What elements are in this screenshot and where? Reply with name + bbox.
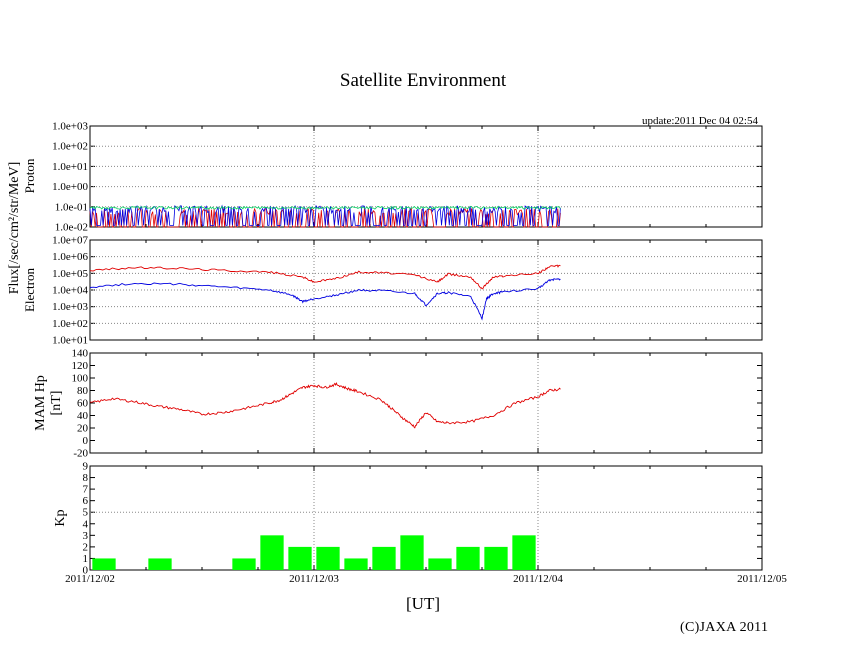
- y-tick-label: 1.0e+01: [52, 161, 88, 173]
- x-tick-label: 2011/12/04: [513, 573, 563, 585]
- y-tick-label: 1.0e+00: [52, 181, 88, 193]
- y-tick-label: 7: [83, 484, 89, 496]
- proton-series-red: [89, 207, 561, 228]
- y-tick-label: 120: [72, 360, 89, 372]
- kp-bar: [344, 558, 368, 570]
- panel-frame-mam_hp: [89, 352, 763, 454]
- y-tick-label: 4: [83, 518, 89, 530]
- y-tick-label: 9: [83, 461, 89, 473]
- kp-bar: [484, 546, 508, 570]
- y-tick-label: 140: [72, 348, 89, 360]
- chart-title: Satellite Environment: [339, 70, 507, 91]
- x-tick-label: 2011/12/05: [737, 573, 787, 585]
- x-tick-label: 2011/12/02: [65, 573, 115, 585]
- panel-frame-kp: [89, 465, 763, 571]
- y-tick-label: 1.0e+04: [52, 285, 88, 297]
- y-tick-label: 1.0e+03: [52, 121, 88, 133]
- y-tick-label: 1: [83, 553, 89, 565]
- copyright: (C)JAXA 2011: [680, 620, 769, 635]
- y-tick-label: 60: [77, 398, 89, 410]
- y-tick-label: 1.0e-02: [55, 222, 88, 234]
- y-tick-label: -20: [73, 448, 88, 460]
- kp-bar: [512, 535, 536, 570]
- kp-bar: [456, 546, 480, 570]
- y-tick-label: 5: [83, 507, 89, 519]
- y-tick-label: 40: [77, 410, 89, 422]
- y-tick-label: 1.0e+06: [52, 251, 88, 263]
- electron-series-low: [89, 277, 561, 321]
- y-label-flux: Flux[/sec/cm²/str/MeV]: [7, 162, 22, 295]
- proton-series-blue: [89, 204, 561, 226]
- y-label-kp: Kp: [53, 509, 68, 526]
- y-tick-label: 1.0e+05: [52, 268, 88, 280]
- proton-series-green: [89, 205, 561, 210]
- y-label-electron: Electron: [22, 267, 37, 312]
- y-tick-label: 1.0e+02: [52, 141, 88, 153]
- y-tick-label: 1.0e+02: [52, 318, 88, 330]
- y-tick-label: 0: [83, 565, 89, 577]
- kp-bar: [288, 546, 312, 570]
- kp-bar: [400, 535, 424, 570]
- y-tick-label: 0: [83, 435, 89, 447]
- kp-bar: [428, 558, 452, 570]
- y-tick-label: 1.0e+01: [52, 335, 88, 347]
- x-tick-label: 2011/12/03: [289, 573, 339, 585]
- kp-bar: [232, 558, 256, 570]
- x-axis-label: [UT]: [406, 594, 440, 613]
- y-tick-label: 80: [77, 385, 89, 397]
- y-tick-label: 20: [77, 423, 89, 435]
- y-tick-label: 8: [83, 472, 89, 484]
- kp-bar: [372, 546, 396, 570]
- y-tick-label: 1.0e+03: [52, 301, 88, 313]
- y-tick-label: 6: [83, 495, 89, 507]
- y-tick-label: 3: [83, 530, 89, 542]
- electron-series-high: [89, 264, 561, 290]
- y-label-proton: Proton: [22, 158, 37, 193]
- kp-bar: [316, 546, 340, 570]
- y-tick-label: 2: [83, 541, 89, 553]
- kp-bar: [92, 558, 116, 570]
- y-label-mam-hp: MAM Hp: [33, 375, 48, 431]
- y-tick-label: 1.0e-01: [55, 201, 88, 213]
- mam_hp-series-MAM Hp: [89, 381, 561, 429]
- y-tick-label: 100: [72, 373, 89, 385]
- y-label-nt: [nT]: [49, 391, 64, 416]
- kp-bar: [260, 535, 284, 570]
- update-timestamp: update:2011 Dec 04 02:54: [642, 115, 758, 127]
- kp-bar: [148, 558, 172, 570]
- y-tick-label: 1.0e+07: [52, 235, 88, 247]
